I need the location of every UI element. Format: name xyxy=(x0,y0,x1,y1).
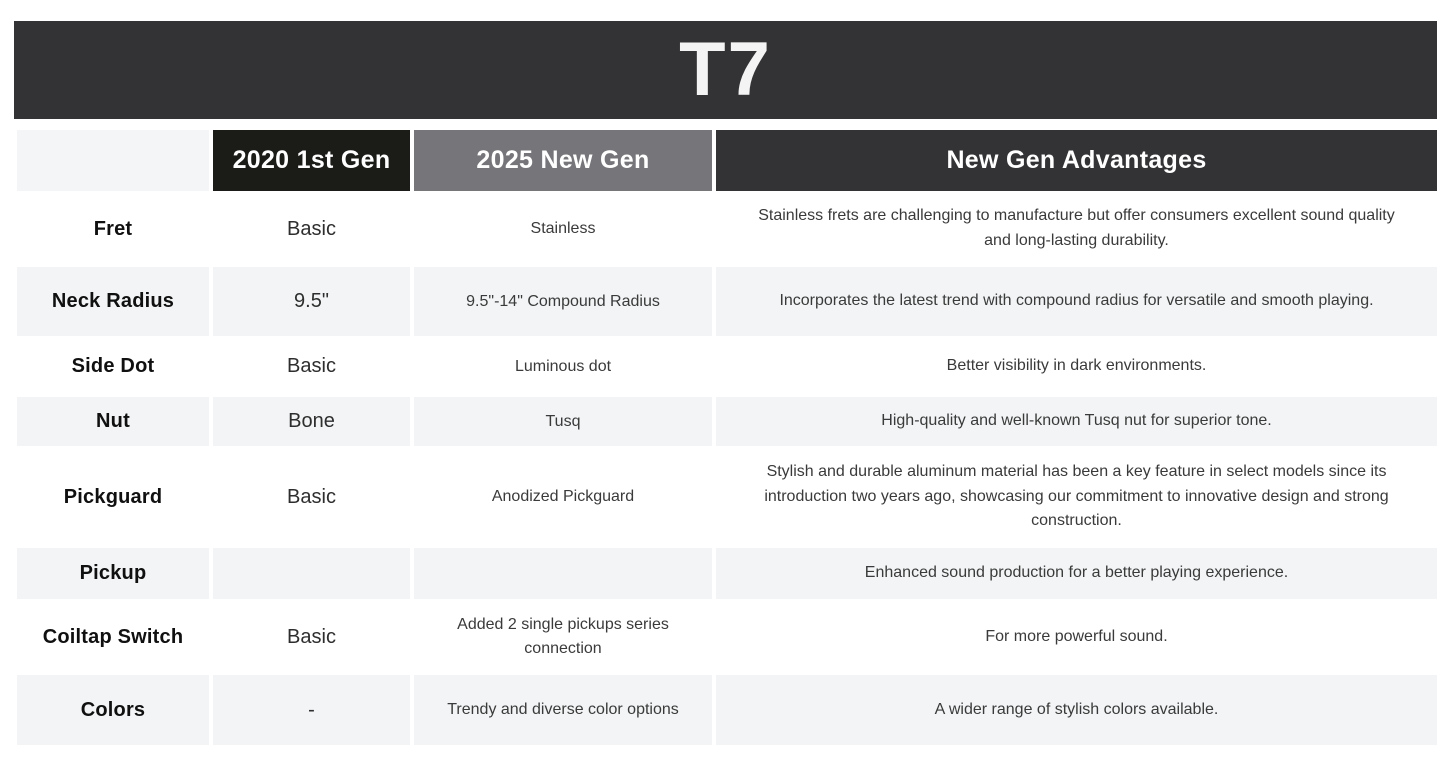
advantage-text: For more powerful sound. xyxy=(985,627,1168,645)
page-title: T7 xyxy=(679,27,772,112)
header-blank-cell xyxy=(17,130,209,191)
advantage-text: Stylish and durable aluminum material ha… xyxy=(764,462,1389,530)
advantage-cell: High-quality and well-known Tusq nut for… xyxy=(716,397,1437,446)
gen-2025-text: Tusq xyxy=(545,412,581,430)
feature-label: Neck Radius xyxy=(17,267,209,336)
gen-2025-text: 9.5"-14" Compound Radius xyxy=(466,292,660,310)
gen-2025-value: Luminous dot xyxy=(414,340,712,393)
advantage-cell: Incorporates the latest trend with compo… xyxy=(716,267,1437,336)
gen-2025-value: Tusq xyxy=(414,397,712,446)
gen-2020-value: Basic xyxy=(213,603,410,671)
gen-2025-value: Added 2 single pickups series connection xyxy=(414,603,712,671)
advantage-cell: A wider range of stylish colors availabl… xyxy=(716,675,1437,745)
gen-2020-value: 9.5" xyxy=(213,267,410,336)
gen-2025-text: Added 2 single pickups series connection xyxy=(457,616,669,657)
gen-2025-text: Anodized Pickguard xyxy=(491,488,635,505)
gen-2025-text: Stainless xyxy=(530,220,596,237)
column-header-2020-1st-gen: 2020 1st Gen xyxy=(213,130,410,191)
title-banner: T7 xyxy=(14,21,1437,119)
advantage-cell: Enhanced sound production for a better p… xyxy=(716,548,1437,599)
advantage-text: High-quality and well-known Tusq nut for… xyxy=(881,412,1272,430)
gen-2025-text: Trendy and diverse color options xyxy=(447,701,679,718)
feature-label: Nut xyxy=(17,397,209,446)
advantage-text: A wider range of stylish colors availabl… xyxy=(934,700,1219,718)
gen-2025-value: Stainless xyxy=(414,195,712,263)
gen-2020-value: Bone xyxy=(213,397,410,446)
gen-2025-value: Trendy and diverse color options xyxy=(414,675,712,745)
column-header-2025-new-gen: 2025 New Gen xyxy=(414,130,712,191)
feature-label: Pickguard xyxy=(17,450,209,544)
gen-2020-value xyxy=(213,548,410,599)
gen-2025-value: 9.5"-14" Compound Radius xyxy=(414,267,712,336)
gen-2020-value: Basic xyxy=(213,450,410,544)
advantage-text: Enhanced sound production for a better p… xyxy=(864,564,1289,582)
column-header-new-gen-advantages: New Gen Advantages xyxy=(716,130,1437,191)
advantage-text: Stainless frets are challenging to manuf… xyxy=(758,207,1395,249)
feature-label: Colors xyxy=(17,675,209,745)
gen-2025-value xyxy=(414,548,712,599)
advantage-text: Incorporates the latest trend with compo… xyxy=(779,292,1374,310)
advantage-cell: Stylish and durable aluminum material ha… xyxy=(716,450,1437,544)
gen-2020-value: - xyxy=(213,675,410,745)
advantage-cell: For more powerful sound. xyxy=(716,603,1437,671)
advantage-cell: Stainless frets are challenging to manuf… xyxy=(716,195,1437,263)
feature-label: Side Dot xyxy=(17,340,209,393)
gen-2020-value: Basic xyxy=(213,195,410,263)
comparison-table: 2020 1st Gen 2025 New Gen New Gen Advant… xyxy=(17,130,1437,745)
gen-2025-value: Anodized Pickguard xyxy=(414,450,712,544)
advantage-text: Better visibility in dark environments. xyxy=(946,357,1207,375)
feature-label: Coiltap Switch xyxy=(17,603,209,671)
advantage-cell: Better visibility in dark environments. xyxy=(716,340,1437,393)
feature-label: Fret xyxy=(17,195,209,263)
gen-2025-text: Luminous dot xyxy=(514,357,612,375)
feature-label: Pickup xyxy=(17,548,209,599)
gen-2020-value: Basic xyxy=(213,340,410,393)
